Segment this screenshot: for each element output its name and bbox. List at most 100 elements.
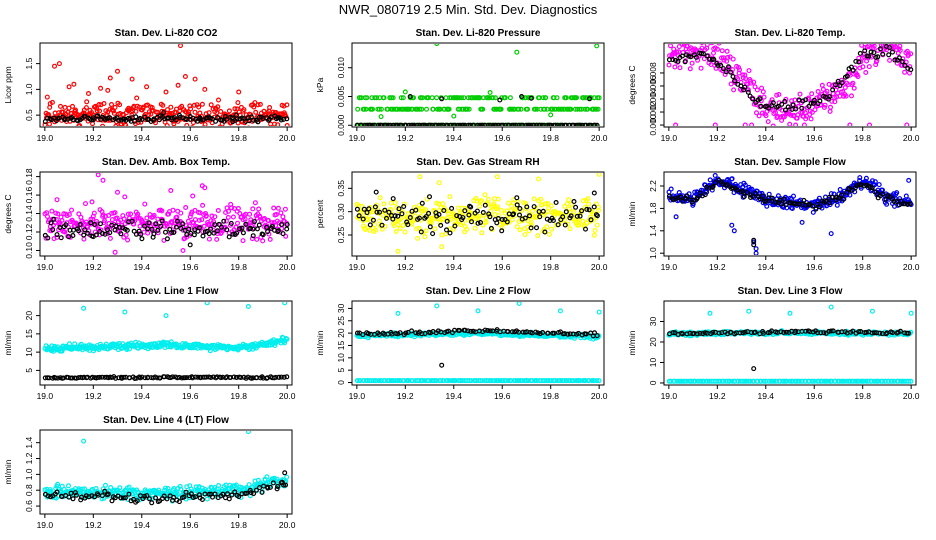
data-point — [195, 374, 201, 380]
data-points — [42, 44, 290, 126]
data-point — [588, 217, 594, 223]
data-point — [253, 487, 259, 493]
data-point — [514, 202, 520, 208]
data-point — [374, 95, 380, 101]
data-point — [596, 378, 602, 384]
data-point — [372, 204, 378, 210]
data-point — [894, 60, 900, 66]
data-point — [566, 197, 572, 203]
data-point — [102, 116, 108, 122]
data-point — [560, 212, 566, 218]
data-point — [446, 106, 452, 112]
data-point — [499, 217, 505, 223]
data-point — [107, 235, 113, 241]
data-point — [837, 83, 843, 89]
data-point — [103, 341, 109, 347]
data-point — [182, 375, 188, 381]
data-point — [256, 206, 262, 212]
data-point — [171, 494, 177, 500]
data-point — [233, 482, 239, 488]
data-point — [427, 194, 433, 200]
data-point — [269, 224, 275, 230]
data-point — [203, 213, 209, 219]
data-point — [227, 114, 233, 120]
data-point — [564, 201, 570, 207]
y-axis-label: percent — [315, 199, 325, 228]
data-point — [827, 108, 833, 114]
x-tick-label: 19.0 — [661, 133, 678, 143]
data-point — [517, 227, 523, 233]
data-point — [284, 336, 290, 342]
data-point — [48, 220, 54, 226]
data-point — [170, 207, 176, 213]
data-point — [276, 374, 282, 380]
data-point — [100, 123, 106, 126]
data-point — [760, 330, 766, 336]
data-point — [282, 302, 288, 306]
data-point — [403, 330, 409, 336]
data-point — [168, 188, 174, 194]
data-point — [887, 38, 891, 42]
data-point — [553, 200, 559, 206]
data-point — [499, 228, 505, 234]
data-point — [216, 483, 222, 489]
data-point — [63, 222, 69, 228]
data-point — [118, 231, 124, 237]
data-point — [373, 189, 379, 195]
data-points — [354, 302, 602, 384]
data-point — [159, 218, 165, 224]
data-point — [666, 193, 672, 199]
data-point — [174, 214, 180, 220]
data-point — [245, 304, 251, 310]
data-point — [526, 122, 532, 126]
data-point — [850, 80, 856, 86]
data-point — [847, 122, 853, 126]
data-point — [803, 202, 809, 208]
y-tick-label: 20 — [336, 328, 346, 338]
y-tick-label: 0.16 — [24, 187, 34, 204]
data-point — [524, 206, 530, 212]
data-point — [220, 491, 226, 497]
data-points — [42, 431, 290, 506]
data-point — [576, 222, 582, 228]
data-point — [699, 44, 704, 46]
data-point — [715, 62, 721, 68]
data-point — [134, 498, 140, 504]
data-point — [594, 222, 600, 228]
data-point — [383, 122, 389, 126]
data-point — [774, 92, 780, 98]
data-point — [876, 30, 880, 34]
data-point — [772, 110, 778, 116]
data-point — [840, 196, 846, 202]
data-point — [117, 485, 123, 491]
y-tick-label: 1.8 — [648, 202, 658, 214]
data-point — [57, 103, 63, 109]
data-point — [880, 191, 886, 197]
data-point — [480, 210, 486, 216]
y-tick-label: 0.30 — [336, 203, 346, 220]
data-point — [545, 201, 551, 207]
data-point — [487, 89, 493, 95]
data-point — [407, 215, 413, 221]
data-point — [405, 222, 411, 228]
data-point — [183, 489, 189, 495]
data-point — [695, 39, 699, 43]
data-point — [233, 112, 239, 118]
y-tick-label: 30 — [336, 303, 346, 313]
data-point — [565, 221, 571, 227]
data-point — [837, 93, 843, 99]
data-point — [668, 44, 673, 49]
data-point — [129, 76, 135, 82]
plot-frame — [39, 300, 293, 386]
data-point — [694, 331, 700, 337]
data-point — [594, 378, 600, 384]
data-point — [889, 44, 894, 45]
data-point — [284, 374, 290, 380]
data-point — [366, 206, 372, 212]
data-point — [783, 329, 789, 335]
data-point — [548, 122, 554, 126]
chart-4: Stan. Dev. Amb. Box Temp.degrees C19.0 19… — [3, 157, 296, 272]
data-point — [506, 219, 512, 225]
data-point — [745, 89, 751, 95]
